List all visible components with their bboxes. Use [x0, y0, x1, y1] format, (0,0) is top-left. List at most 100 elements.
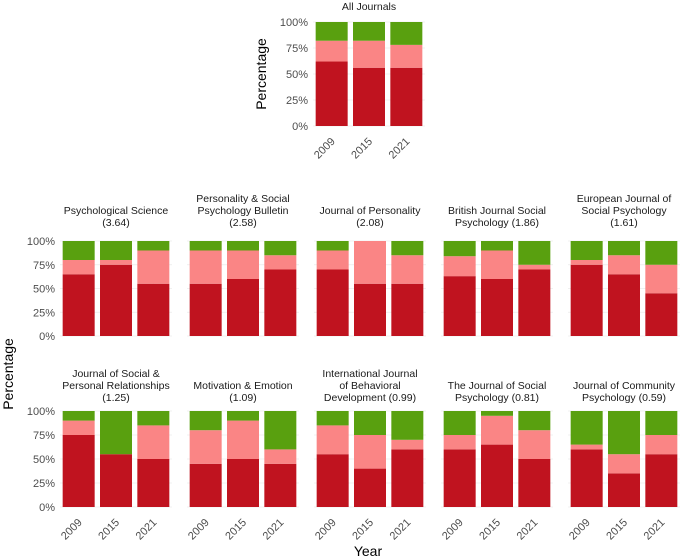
- y-axis-title: Percentage: [253, 38, 269, 110]
- y-tick-label: 0%: [292, 121, 308, 133]
- bar-segment: [137, 241, 170, 251]
- bar-segment: [443, 241, 476, 257]
- bar-segment: [100, 264, 132, 336]
- bar-segment: [227, 411, 259, 421]
- bar-segment: [443, 411, 476, 435]
- x-tick-label: 2015: [349, 136, 375, 162]
- bar-segment: [316, 250, 349, 270]
- y-tick-label: 75%: [33, 430, 55, 442]
- facet-title: of Behavioral: [339, 380, 400, 392]
- x-tick-label: 2015: [477, 517, 503, 543]
- facet-title: Psychology (1.86): [455, 217, 539, 229]
- bar-segment: [189, 250, 222, 284]
- y-tick-label: 25%: [33, 307, 55, 319]
- bar-segment: [353, 22, 385, 41]
- bar-segment: [227, 459, 259, 507]
- x-axis-title: Year: [354, 543, 383, 559]
- bar-segment: [390, 44, 423, 68]
- bar-segment: [390, 22, 423, 45]
- facet-title: Personality & Social: [196, 193, 289, 205]
- x-tick-label: 2015: [223, 517, 249, 543]
- bar-segment: [481, 444, 513, 507]
- facet-title: Personal Relationships: [62, 380, 169, 392]
- facet-title: (3.64): [102, 217, 129, 229]
- bar-segment: [264, 241, 297, 256]
- facet-title: British Journal Social: [448, 205, 546, 217]
- y-tick-label: 100%: [280, 17, 308, 29]
- x-tick-label: 2021: [134, 517, 160, 543]
- bar-segment: [227, 250, 259, 279]
- facet-title: Psychological Science: [64, 205, 169, 217]
- bar-segment: [570, 444, 603, 450]
- x-tick-label: 2015: [96, 517, 122, 543]
- facet-panel: Journal of Personality(2.08): [314, 205, 426, 337]
- bar-segment: [354, 283, 386, 336]
- bar-segment: [316, 411, 349, 426]
- facet-panel: Journal of Social &Personal Relationship…: [27, 368, 172, 542]
- bar-segment: [264, 463, 297, 507]
- x-tick-label: 2021: [387, 136, 413, 162]
- bar-segment: [518, 264, 551, 270]
- bar-segment: [264, 255, 297, 270]
- bar-segment: [518, 411, 551, 431]
- x-tick-label: 2009: [312, 136, 338, 162]
- facet-panel: Psychological Science(3.64) 0% 25% 50% 75% 10…: [27, 205, 172, 343]
- bar-segment: [100, 260, 132, 265]
- x-tick-label: 2015: [350, 517, 376, 543]
- bar-segment: [443, 276, 476, 336]
- bar-segment: [316, 241, 349, 251]
- bar-segment: [264, 449, 297, 464]
- bar-segment: [391, 439, 424, 450]
- bar-segment: [518, 430, 551, 459]
- bar-segment: [391, 241, 424, 256]
- x-tick-label: 2009: [440, 517, 466, 543]
- x-tick-label: 2009: [567, 517, 593, 543]
- bar-segment: [62, 260, 95, 275]
- bar-segment: [316, 425, 349, 455]
- bar-segment: [608, 411, 640, 455]
- bar-segment: [570, 411, 603, 445]
- x-tick-label: 2009: [59, 517, 85, 543]
- bar-segment: [189, 430, 222, 464]
- y-tick-label: 25%: [286, 95, 308, 107]
- facet-title: Motivation & Emotion: [193, 380, 292, 392]
- bar-segment: [390, 67, 423, 126]
- y-tick-label: 50%: [33, 284, 55, 296]
- bar-segment: [608, 255, 640, 275]
- x-tick-label: 2009: [313, 517, 339, 543]
- facet-title: (2.58): [229, 217, 256, 229]
- bar-segment: [481, 241, 513, 251]
- bar-segment: [354, 468, 386, 507]
- bar-segment: [391, 255, 424, 284]
- bar-segment: [189, 463, 222, 507]
- facet-title: (1.61): [610, 217, 637, 229]
- facet-title: Psychology Bulletin: [197, 205, 288, 217]
- bar-segment: [227, 420, 259, 459]
- bar-segment: [645, 411, 678, 435]
- x-tick-label: 2021: [642, 517, 668, 543]
- facet-title: Journal of Personality: [320, 205, 422, 217]
- facet-title: All Journals: [342, 1, 396, 13]
- bar-segment: [315, 22, 348, 41]
- bar-segment: [137, 459, 170, 507]
- bar-segment: [645, 454, 678, 507]
- bar-segment: [518, 269, 551, 336]
- facet-title: Psychology (0.59): [582, 392, 666, 404]
- bar-segment: [570, 241, 603, 260]
- facet-title: (1.09): [229, 392, 256, 404]
- facet-title: European Journal of: [577, 193, 672, 205]
- bar-segment: [264, 411, 297, 450]
- bar-segment: [316, 269, 349, 336]
- bar-segment: [443, 256, 476, 277]
- y-tick-label: 100%: [27, 406, 55, 418]
- bar-segment: [391, 283, 424, 336]
- bar-segment: [481, 415, 513, 445]
- bar-segment: [608, 473, 640, 507]
- bar-segment: [62, 241, 95, 260]
